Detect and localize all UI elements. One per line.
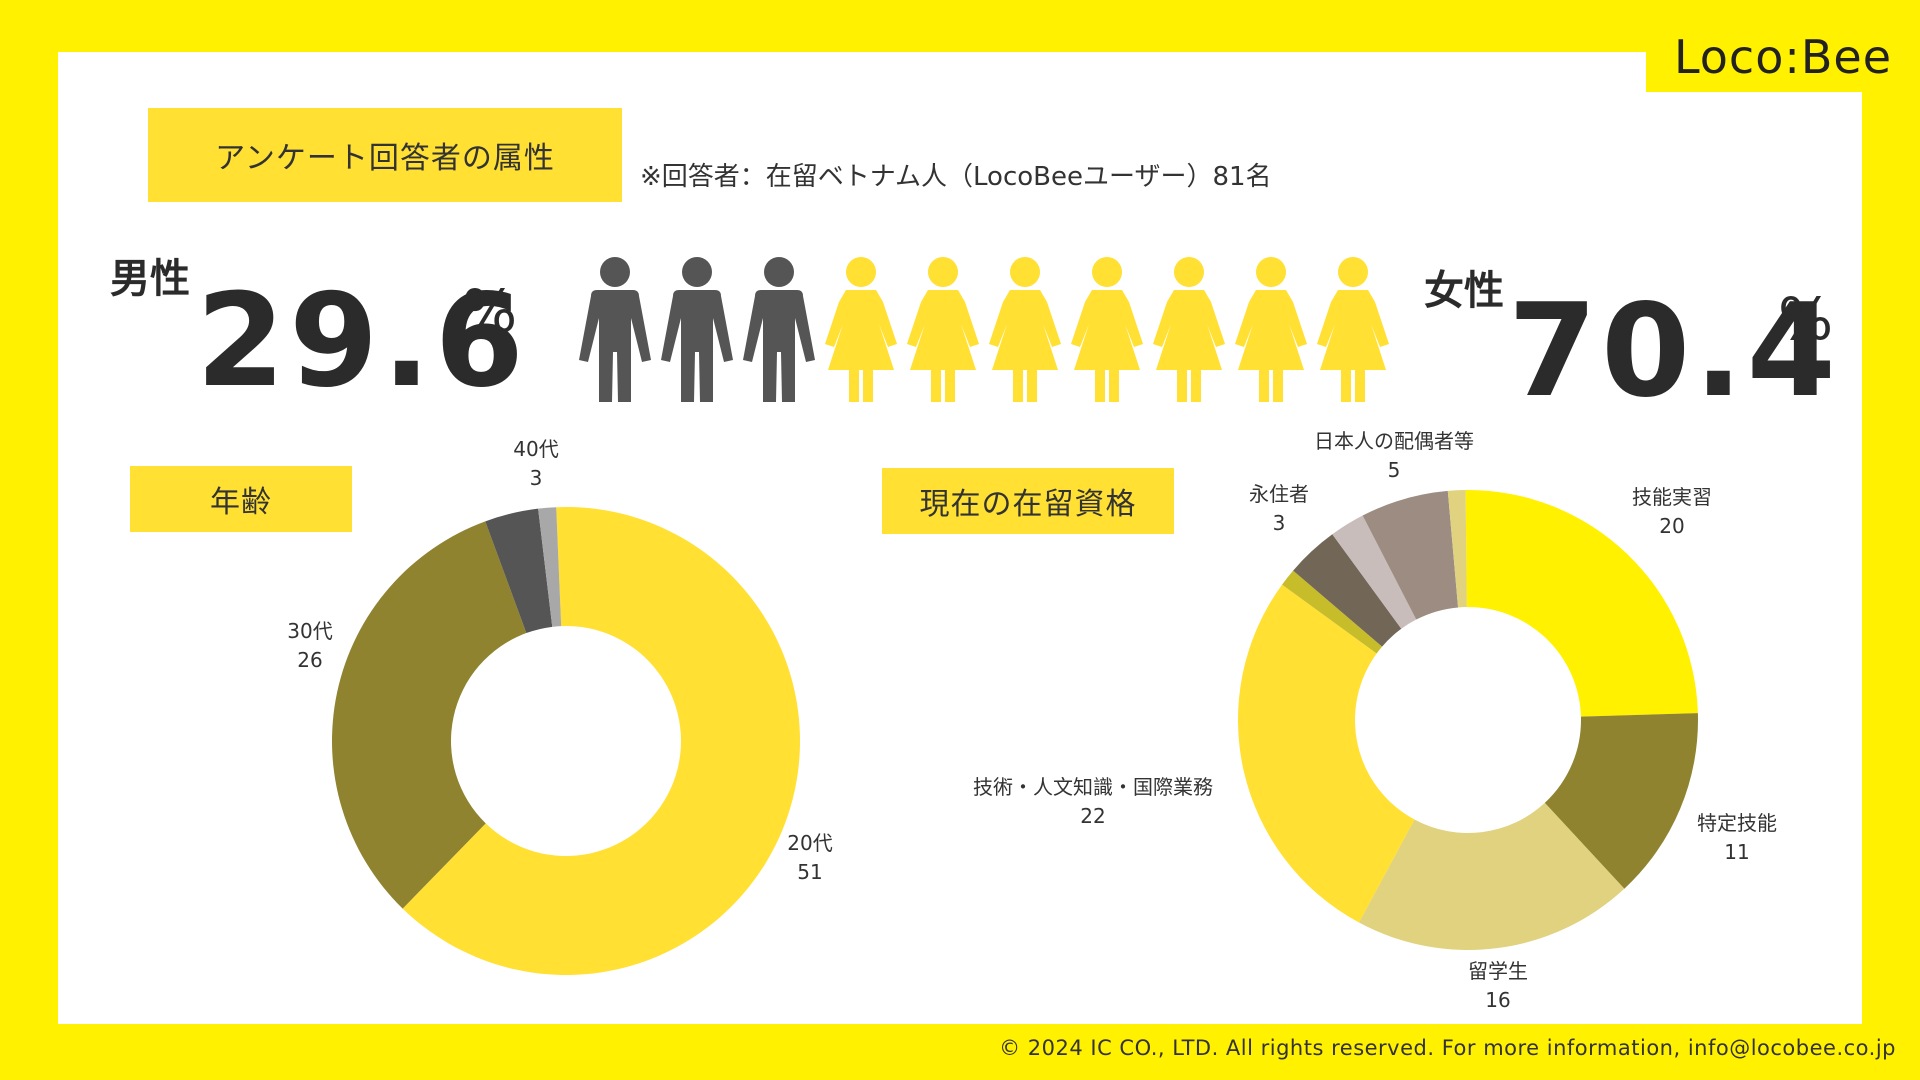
female-person-icon xyxy=(989,257,1061,402)
brand-logo: Loco:Bee xyxy=(1646,22,1920,92)
gender-icon-row xyxy=(579,257,1389,402)
male-person-icon xyxy=(579,257,651,402)
male-label: 男性 xyxy=(110,256,190,302)
female-label: 女性 xyxy=(1424,268,1504,314)
copyright-footer: © 2024 IC CO., LTD. All rights reserved.… xyxy=(999,1036,1896,1060)
male-percentage: 29.6 xyxy=(196,267,528,416)
female-person-icon xyxy=(1071,257,1143,402)
status-section-label: 現在の在留資格 xyxy=(882,468,1174,534)
female-person-icon xyxy=(1317,257,1389,402)
page-title: アンケート回答者の属性 xyxy=(148,108,622,202)
respondent-note: ※回答者：在留ベトナム人（LocoBeeユーザー）81名 xyxy=(640,162,1272,192)
female-person-icon xyxy=(907,257,979,402)
female-percentage: 70.4 xyxy=(1508,277,1840,426)
female-percent-sign: % xyxy=(1778,285,1834,353)
female-person-icon xyxy=(825,257,897,402)
male-percent-sign: % xyxy=(462,277,518,345)
male-person-icon xyxy=(661,257,733,402)
male-person-icon xyxy=(743,257,815,402)
female-person-icon xyxy=(1235,257,1307,402)
age-section-label: 年齢 xyxy=(130,466,352,532)
female-person-icon xyxy=(1153,257,1225,402)
logo-text: Loco:Bee xyxy=(1673,30,1893,84)
